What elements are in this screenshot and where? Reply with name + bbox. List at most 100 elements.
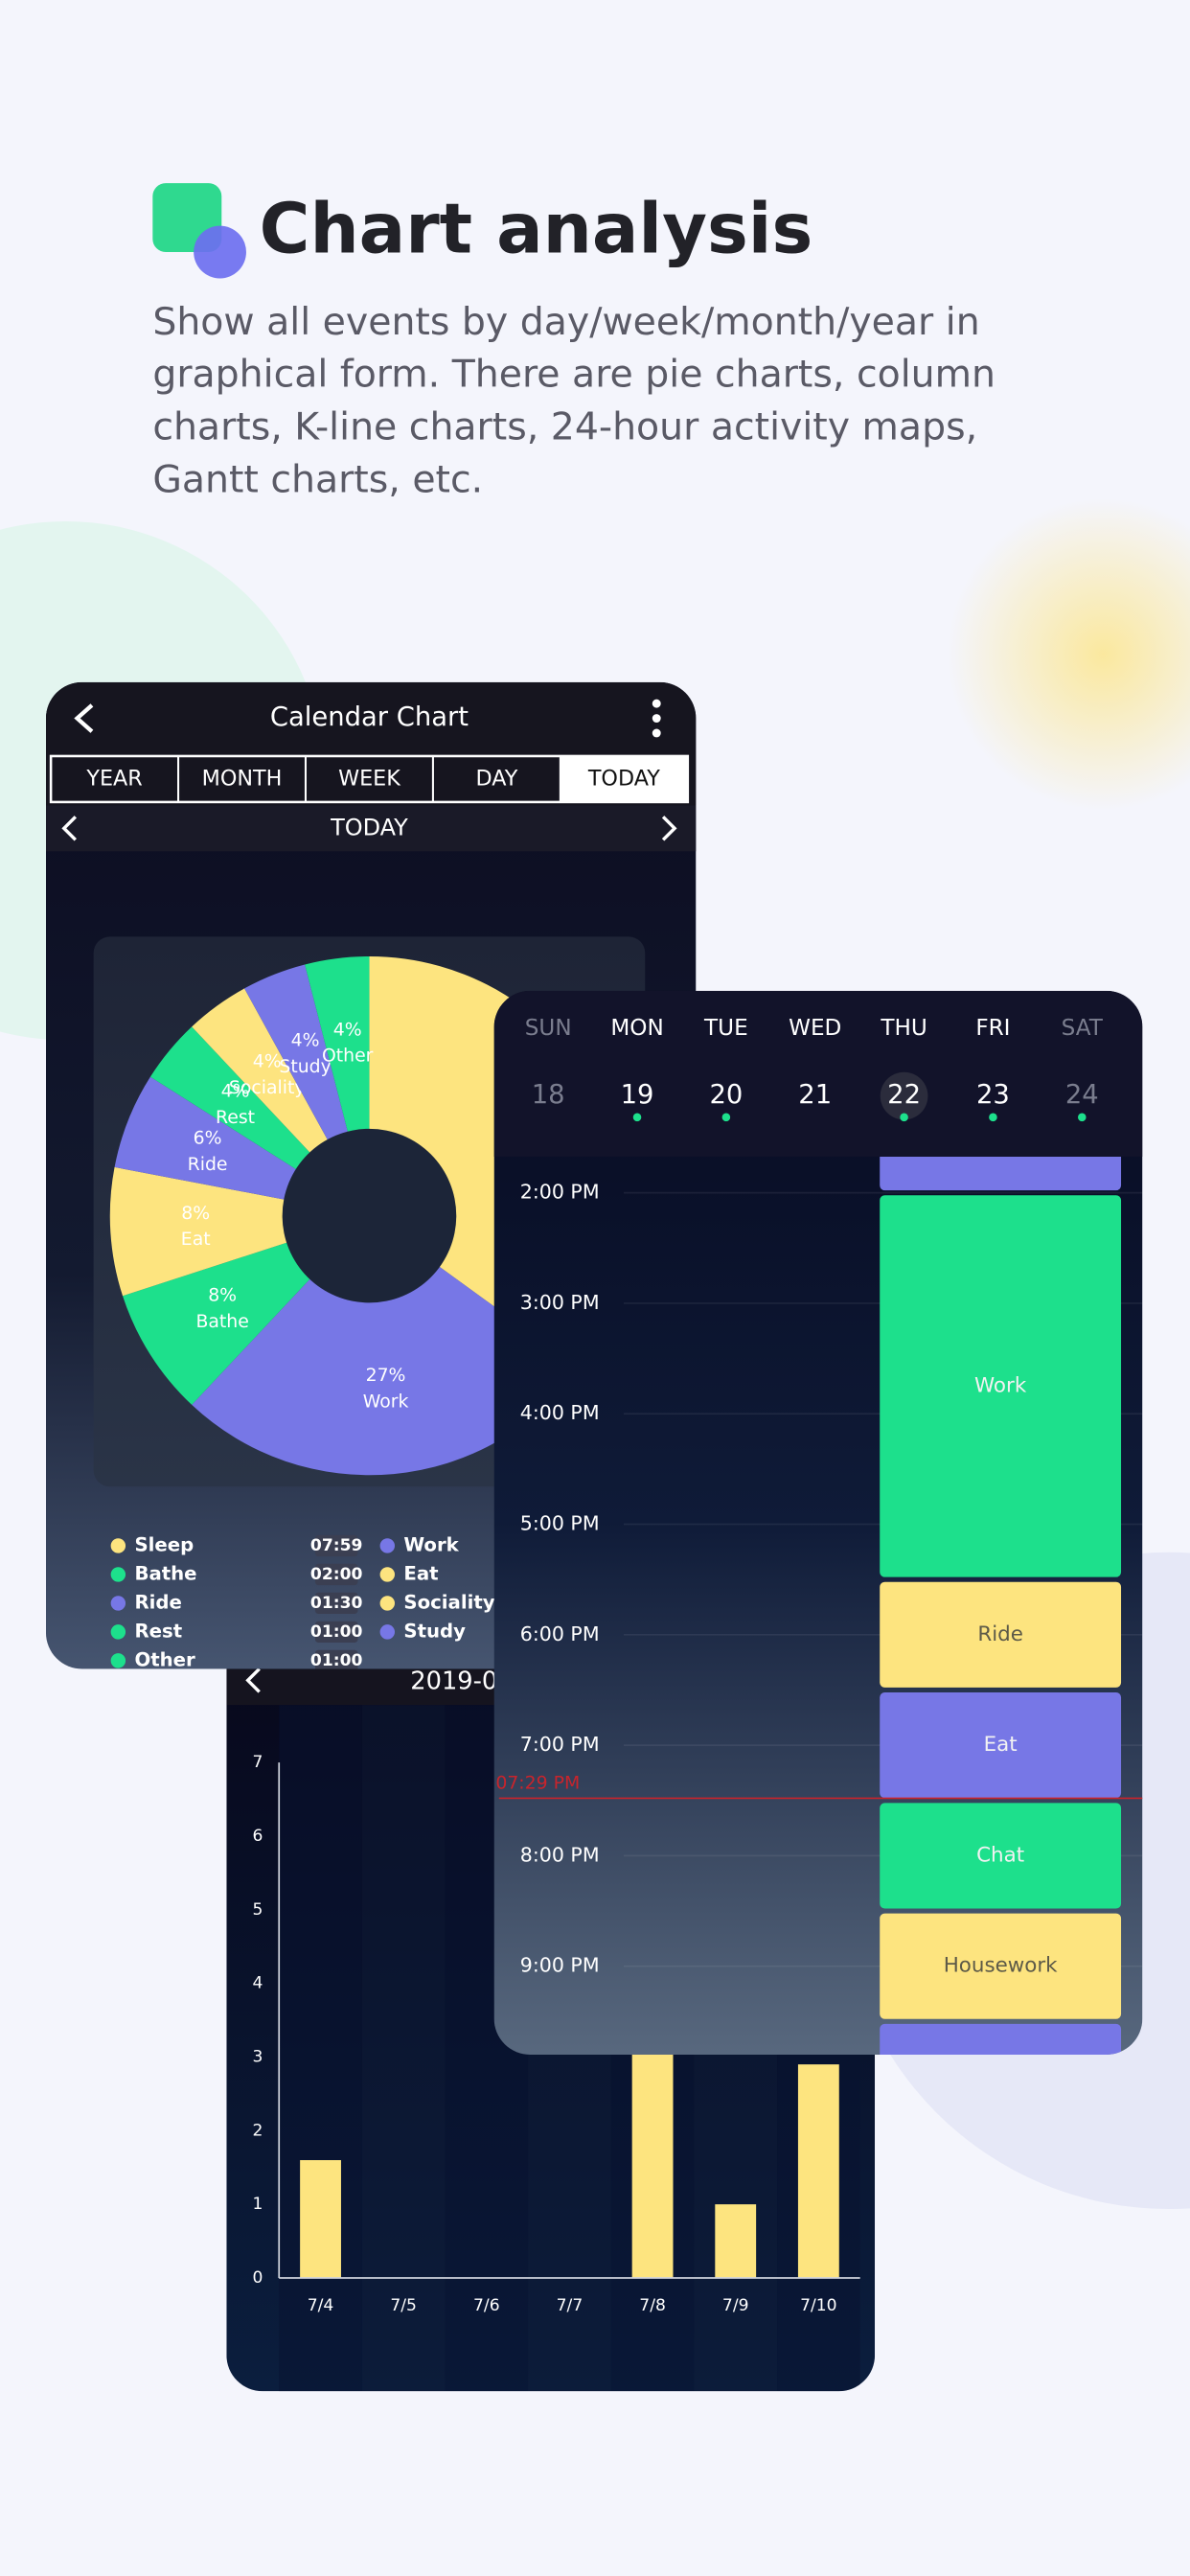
event[interactable]: Ride [880,1581,1122,1688]
week-row: SUN 18 MON 19 TUE 20 WED 21 THU 22 FRI 23 SAT 24 [525,1016,1104,1122]
event-label: Chat [976,1843,1024,1867]
date-label: 24 [1065,1080,1099,1110]
legend-swatch [110,1624,126,1640]
day[interactable]: WED 21 [789,1016,841,1110]
event-label: Work [974,1373,1027,1397]
current-time: 07:29 PM [495,1774,1143,1800]
date-label: 19 [621,1080,654,1110]
weekday-label: SAT [1062,1016,1104,1041]
date-label: 20 [709,1080,743,1110]
logo-circle [194,225,246,279]
event[interactable]: Work [880,1195,1122,1577]
event[interactable]: Housework [880,1913,1122,2019]
day[interactable]: FRI 23 [975,1016,1011,1122]
day[interactable]: SAT 24 [1062,1016,1104,1122]
weekday-label: TUE [703,1016,748,1041]
event-dot [900,1113,908,1122]
event-label: Housework [944,1954,1058,1978]
x-tick-label: 7/5 [390,2296,417,2315]
weekday-label: FRI [975,1016,1010,1041]
slice-value-label: 27% [366,1366,406,1386]
tab[interactable]: MONTH [177,755,282,802]
date-label: 21 [798,1080,832,1110]
legend: Sleep 07:59 Work Bathe 02:00 Eat Ride 01:30 Soci… [110,1533,495,1670]
legend-time: 07:59 [310,1536,363,1555]
day[interactable]: SUN 18 [525,1016,572,1110]
tab[interactable]: DAY [431,755,518,802]
legend-time: 01:30 [310,1594,363,1613]
slice-name-label: Ride [188,1155,228,1175]
legend-swatch [110,1538,126,1553]
legend-item: Ride 01:30 [110,1591,363,1615]
event[interactable]: Diary [880,2023,1122,2129]
event-dot [989,1113,997,1122]
legend-swatch [379,1596,396,1611]
slice-value-label: 4% [221,1082,250,1102]
today-highlight [880,1071,928,1120]
x-tick-label: 7/6 [473,2296,500,2315]
event[interactable] [880,1140,1122,1191]
tab-bar: YEAR MONTH WEEK DAY TODAY [49,754,690,804]
prev-button[interactable] [245,1668,261,1693]
slice-name-label: Eat [181,1230,211,1250]
event[interactable]: Eat [880,1692,1122,1799]
day[interactable]: THU 22 [880,1016,928,1122]
event-block [880,1913,1122,2019]
day[interactable]: MON 19 [610,1016,664,1122]
slice-name-label: Bathe [195,1312,248,1332]
legend-label: Other [134,1648,195,1670]
menu-dot [652,714,661,724]
day[interactable]: TUE 20 [703,1016,748,1122]
event-block [880,1803,1122,1909]
events: Work Ride Eat Chat Housework Diary [880,1140,1122,2129]
legend-item: Work [379,1533,460,1555]
column-stripe [361,1705,446,2392]
y-tick-label: 0 [253,2268,263,2288]
hour-label: 6:00 PM [520,1622,600,1645]
menu-dot [652,728,661,738]
tab[interactable]: TODAY [559,755,688,802]
menu-dot [652,699,661,708]
menu-button[interactable] [652,699,661,738]
tab-label: TODAY [587,766,660,791]
legend-swatch [110,1653,126,1668]
slice-name-label: Sociality [229,1078,306,1098]
event-block [880,1195,1122,1577]
y-tick-label: 1 [253,2195,263,2214]
x-tick-label: 7/4 [308,2296,334,2315]
prev-button[interactable] [61,816,78,841]
legend-item: Sociality [379,1591,495,1613]
legend-label: Sociality [403,1591,494,1613]
legend-time-bg [314,1563,358,1586]
back-button[interactable] [74,703,94,733]
column-stripe [279,1705,362,2392]
slice-value-label: 4% [291,1031,320,1051]
event-label: Eat [984,1733,1018,1757]
event-block [880,1581,1122,1688]
description-line: graphical form. There are pie charts, co… [152,353,995,397]
legend-label: Study [403,1620,466,1642]
slice-name-label: Other [322,1046,374,1067]
hour-label: 7:00 PM [520,1733,600,1756]
next-button[interactable] [661,816,677,841]
legend-label: Work [403,1533,459,1555]
event-label: Ride [977,1622,1023,1646]
bar [300,2160,341,2279]
event[interactable]: Chat [880,1803,1122,1909]
event-dot [721,1113,731,1122]
slice-value-label: 8% [181,1204,210,1224]
hour-label: 4:00 PM [520,1401,600,1424]
y-tick-label: 5 [253,1900,263,1920]
legend-label: Rest [134,1620,182,1642]
bar [715,2204,757,2279]
legend-swatch [110,1596,126,1611]
tab[interactable]: WEEK [304,755,401,802]
legend-item: Study [379,1620,466,1642]
week-header [493,990,1143,1157]
title: Chart analysis [260,189,813,269]
hour-label: 9:00 PM [520,1954,600,1977]
tab[interactable]: YEAR [85,766,142,791]
hour-label: 5:00 PM [520,1512,600,1535]
legend-time-bg [314,1534,358,1557]
